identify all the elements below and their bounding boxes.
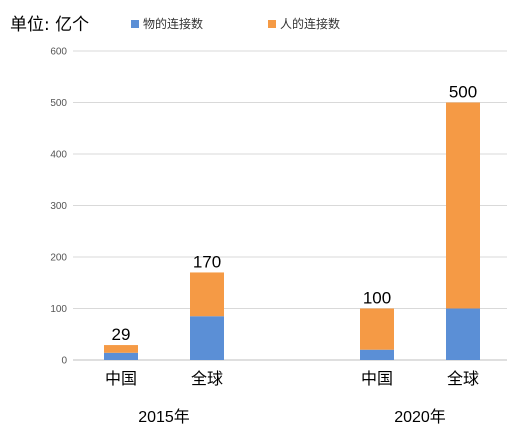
data-labels: 29 170 100 500: [112, 83, 478, 345]
bars: [104, 102, 480, 360]
group-label: 2020年: [394, 408, 446, 426]
y-axis-ticks: 0 100 200 300 400 500 600: [50, 47, 67, 367]
category-label: 全球: [191, 369, 223, 388]
bar-people: [104, 345, 138, 353]
bar-people: [360, 308, 394, 350]
bar-things: [190, 316, 224, 360]
y-tick-label: 200: [50, 253, 67, 264]
y-tick-label: 500: [50, 98, 67, 109]
y-tick-label: 0: [61, 356, 67, 367]
total-label: 170: [193, 252, 221, 271]
bar-things: [104, 352, 138, 360]
category-labels: 中国 全球 中国 全球: [105, 369, 479, 388]
bar-people: [190, 272, 224, 317]
y-tick-label: 400: [50, 150, 67, 161]
legend-label-people: 人的连接数: [280, 16, 340, 31]
category-label: 全球: [447, 369, 479, 388]
total-label: 29: [112, 325, 131, 344]
total-label: 100: [363, 289, 391, 308]
y-tick-label: 600: [50, 47, 67, 58]
legend: 物的连接数 人的连接数: [131, 16, 340, 31]
unit-label: 单位: 亿个: [10, 15, 90, 35]
gridlines: [73, 50, 507, 361]
legend-swatch-things: [131, 20, 139, 28]
group-label: 2015年: [138, 408, 190, 426]
legend-label-things: 物的连接数: [143, 16, 203, 31]
group-labels: 2015年 2020年: [138, 408, 446, 426]
total-label: 500: [449, 83, 477, 102]
bar-things: [446, 308, 480, 360]
y-tick-label: 100: [50, 304, 67, 315]
legend-swatch-people: [268, 20, 276, 28]
category-label: 中国: [361, 369, 393, 388]
bar-things: [360, 349, 394, 360]
bar-people: [446, 102, 480, 309]
category-label: 中国: [105, 369, 137, 388]
y-tick-label: 300: [50, 201, 67, 212]
